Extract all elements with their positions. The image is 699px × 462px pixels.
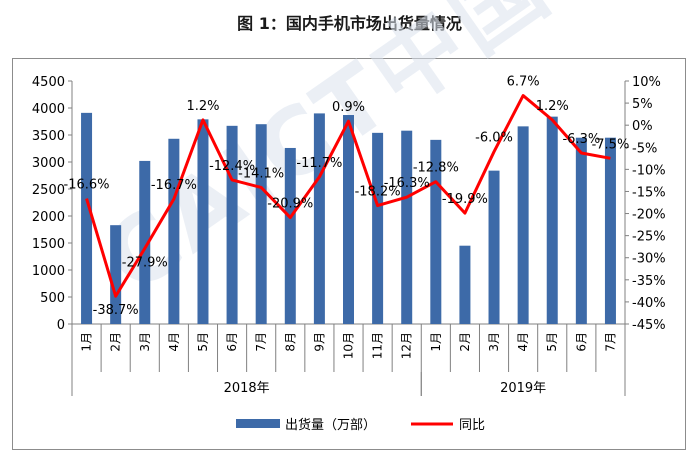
bar-shipments [372,132,384,324]
line-data-label: -14.1% [238,166,284,181]
line-data-label: -16.6% [64,178,110,193]
y-right-tick-label: -15% [632,185,666,200]
x-tick-label: 3月 [138,332,152,352]
line-data-label: -19.9% [442,192,488,207]
line-data-label: -7.5% [592,137,630,152]
bar-shipments [255,124,267,324]
legend-bar-label: 出货量（万部） [285,417,376,433]
x-tick-label: 12月 [400,332,414,359]
y-left-tick-label: 3500 [32,129,65,144]
y-right-tick-label: 5% [632,97,653,112]
chart-title: 图 1：国内手机市场出货量情况 [237,14,462,33]
bar-shipments [604,137,616,324]
x-tick-label: 2月 [109,332,123,352]
line-data-label: -20.9% [267,197,313,212]
line-data-label: -12.8% [413,161,459,176]
x-tick-label: 2月 [458,332,472,352]
bar-shipments [110,225,122,324]
line-data-label: -12.4% [209,159,255,174]
bar-shipments [488,170,500,324]
x-tick-label: 7月 [603,332,617,352]
x-group-label: 2018年 [224,381,270,396]
legend-bar-swatch [236,419,280,428]
y-left-tick-label: 2000 [32,210,65,225]
y-right-tick-label: -45% [632,318,666,333]
line-data-label: 1.2% [186,99,219,114]
y-left-tick-label: 4000 [32,102,65,117]
x-tick-label: 1月 [429,332,443,352]
bar-shipments [226,125,238,324]
y-left-tick-label: 0 [57,318,65,333]
y-right-tick-label: -25% [632,230,666,245]
bar-shipments [168,138,180,324]
bar-shipments [430,139,442,324]
x-tick-label: 5月 [196,332,210,352]
x-group-label: 2019年 [500,381,546,396]
x-tick-label: 10月 [342,332,356,359]
chart-frame: CAICT中国信通院 0 500 1000 1500 2000 2500 3000 3500 4… [12,0,699,450]
line-data-label: -16.3% [384,176,430,191]
line-data-label: -18.2% [355,185,401,200]
line-yoy-growth [85,94,611,298]
line-data-label: -16.7% [151,178,197,193]
y-right-tick-label: -5% [632,141,657,156]
line-data-label: -6.0% [475,131,513,146]
y-right-tick-label: 10% [632,75,661,90]
bar-shipments [284,147,296,324]
y-right-tick-label: -20% [632,208,666,223]
x-tick-label: 5月 [545,332,559,352]
x-tick-label: 4月 [167,332,181,352]
bar-shipments [197,119,209,324]
y-left-tick-label: 1000 [32,264,65,279]
bar-shipments [139,160,151,324]
y-right-tick-label: -10% [632,163,666,178]
bar-shipments [313,113,325,325]
bar-shipments [546,116,558,324]
line-data-label: 1.2% [536,99,569,114]
x-tick-label: 3月 [487,332,501,352]
line-data-label: -27.9% [122,255,168,270]
legend-line-label: 同比 [459,418,485,433]
bar-shipments [459,245,471,324]
y-left-tick-label: 2500 [32,183,65,198]
x-tick-label: 9月 [312,332,326,352]
y-right-tick-label: -30% [632,252,666,267]
y-right-tick-label: -35% [632,274,666,289]
chart-svg: 0 500 1000 1500 2000 2500 3000 3500 4000 4500 -45%… [32,75,666,433]
x-tick-label: 8月 [283,332,297,352]
line-data-label: 6.7% [507,75,540,90]
x-tick-label: 6月 [574,332,588,352]
line-data-label: 0.9% [332,100,365,115]
line-data-label: -11.7% [296,156,342,171]
x-tick-label: 6月 [225,332,239,352]
bar-shipments [575,137,587,324]
line-data-label: -6.3% [562,132,600,147]
x-tick-label: 4月 [516,332,530,352]
bar-shipments [81,112,93,324]
x-tick-label: 11月 [371,332,385,359]
y-left-tick-label: 3000 [32,156,65,171]
y-right-tick-label: 0% [632,119,653,134]
x-tick-label: 7月 [254,332,268,352]
x-tick-label: 1月 [80,332,94,352]
line-data-label: -38.7% [93,303,139,318]
bar-shipments [343,115,354,324]
bar-shipments [517,126,529,324]
y-left-tick-label: 1500 [32,237,65,252]
y-left-tick-label: 4500 [32,75,65,90]
bar-shipments [401,130,413,324]
y-right-tick-label: -40% [632,296,666,311]
y-left-tick-label: 500 [40,291,65,306]
